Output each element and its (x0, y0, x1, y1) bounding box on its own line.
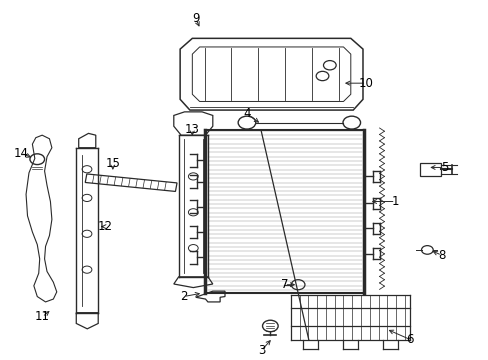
Text: 10: 10 (358, 77, 373, 90)
Text: 6: 6 (406, 333, 413, 346)
Text: 2: 2 (180, 290, 187, 303)
Text: 13: 13 (184, 123, 200, 136)
Bar (419, 163, 440, 176)
Text: 9: 9 (192, 12, 199, 25)
Text: 3: 3 (257, 344, 264, 357)
Text: 11: 11 (35, 310, 50, 324)
Text: 5: 5 (440, 161, 447, 174)
Bar (205, 130, 363, 293)
Text: 4: 4 (243, 107, 250, 120)
Text: 12: 12 (98, 220, 113, 233)
Text: 1: 1 (391, 195, 399, 208)
Text: 14: 14 (14, 147, 29, 159)
Text: 8: 8 (437, 249, 445, 262)
Text: 7: 7 (280, 278, 287, 291)
Text: 15: 15 (105, 157, 120, 170)
